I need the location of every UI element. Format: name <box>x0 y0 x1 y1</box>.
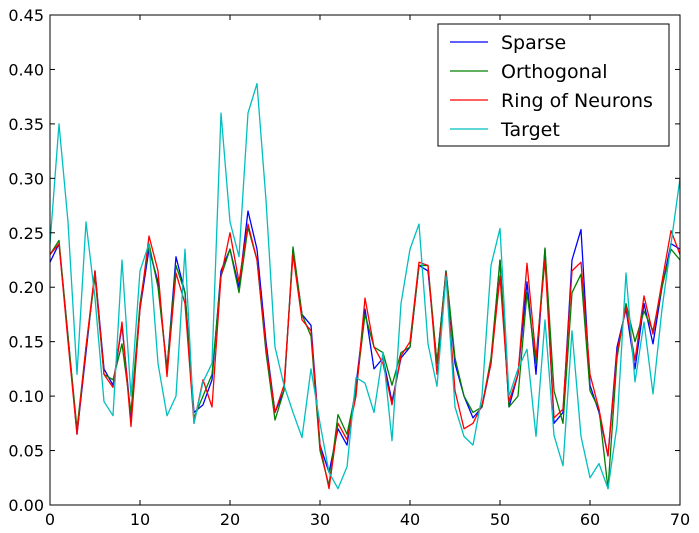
legend-label: Ring of Neurons <box>501 90 653 112</box>
y-tick-label: 0.40 <box>8 60 44 79</box>
axis-ticks: 0 10 20 30 40 50 60 70 0.00 0.05 0.10 0.15 0.20 0.25 0… <box>8 6 690 529</box>
legend-label: Sparse <box>501 32 566 54</box>
series-lines <box>50 82 680 490</box>
x-tick-label: 60 <box>580 510 600 529</box>
y-tick-label: 0.10 <box>8 387 44 406</box>
x-tick-label: 30 <box>310 510 330 529</box>
y-tick-label: 0.45 <box>8 6 44 25</box>
series-line-target <box>50 82 680 490</box>
legend-label: Target <box>500 119 560 141</box>
y-tick-label: 0.35 <box>8 115 44 134</box>
x-tick-label: 0 <box>45 510 55 529</box>
y-tick-label: 0.25 <box>8 224 44 243</box>
plot-frame <box>49 14 681 506</box>
legend-label: Orthogonal <box>501 61 608 83</box>
x-tick-label: 50 <box>490 510 510 529</box>
y-tick-label: 0.30 <box>8 169 44 188</box>
series-line-ring-of-neurons <box>50 223 680 490</box>
y-tick-label: 0.05 <box>8 442 44 461</box>
x-tick-label: 20 <box>220 510 240 529</box>
series-line-sparse <box>50 210 680 473</box>
y-tick-label: 0.00 <box>8 496 44 515</box>
y-tick-label: 0.20 <box>8 278 44 297</box>
y-tick-label: 0.15 <box>8 333 44 352</box>
x-tick-label: 40 <box>400 510 420 529</box>
legend: Sparse Orthogonal Ring of Neurons Target <box>437 23 670 147</box>
x-tick-label: 70 <box>670 510 690 529</box>
legend-box <box>437 23 670 147</box>
series-line-orthogonal <box>50 226 680 490</box>
x-tick-label: 10 <box>130 510 150 529</box>
